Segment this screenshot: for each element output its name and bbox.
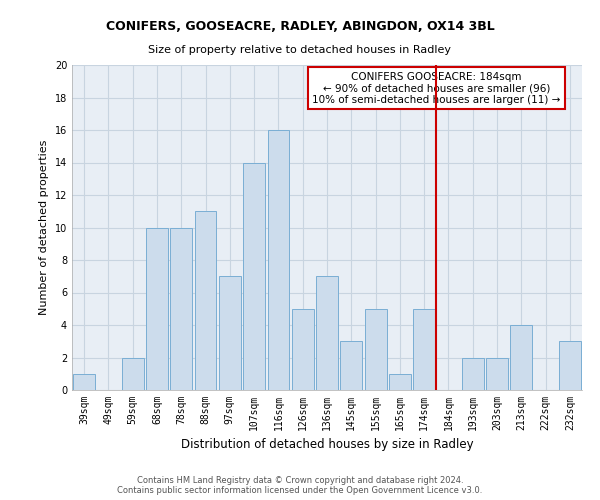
Bar bbox=[365, 308, 386, 390]
Text: Contains HM Land Registry data © Crown copyright and database right 2024.
Contai: Contains HM Land Registry data © Crown c… bbox=[118, 476, 482, 495]
Bar bbox=[462, 358, 484, 390]
Bar bbox=[194, 211, 217, 390]
Bar bbox=[292, 308, 314, 390]
Y-axis label: Number of detached properties: Number of detached properties bbox=[39, 140, 49, 315]
X-axis label: Distribution of detached houses by size in Radley: Distribution of detached houses by size … bbox=[181, 438, 473, 452]
Bar bbox=[268, 130, 289, 390]
Bar bbox=[219, 276, 241, 390]
Bar bbox=[340, 341, 362, 390]
Bar bbox=[243, 162, 265, 390]
Text: CONIFERS GOOSEACRE: 184sqm
← 90% of detached houses are smaller (96)
10% of semi: CONIFERS GOOSEACRE: 184sqm ← 90% of deta… bbox=[313, 72, 561, 104]
Bar bbox=[486, 358, 508, 390]
Bar bbox=[559, 341, 581, 390]
Bar bbox=[122, 358, 143, 390]
Bar bbox=[316, 276, 338, 390]
Bar bbox=[170, 228, 192, 390]
Text: Size of property relative to detached houses in Radley: Size of property relative to detached ho… bbox=[149, 45, 452, 55]
Bar bbox=[511, 325, 532, 390]
Bar bbox=[146, 228, 168, 390]
Bar bbox=[413, 308, 435, 390]
Text: CONIFERS, GOOSEACRE, RADLEY, ABINGDON, OX14 3BL: CONIFERS, GOOSEACRE, RADLEY, ABINGDON, O… bbox=[106, 20, 494, 33]
Bar bbox=[73, 374, 95, 390]
Bar bbox=[389, 374, 411, 390]
